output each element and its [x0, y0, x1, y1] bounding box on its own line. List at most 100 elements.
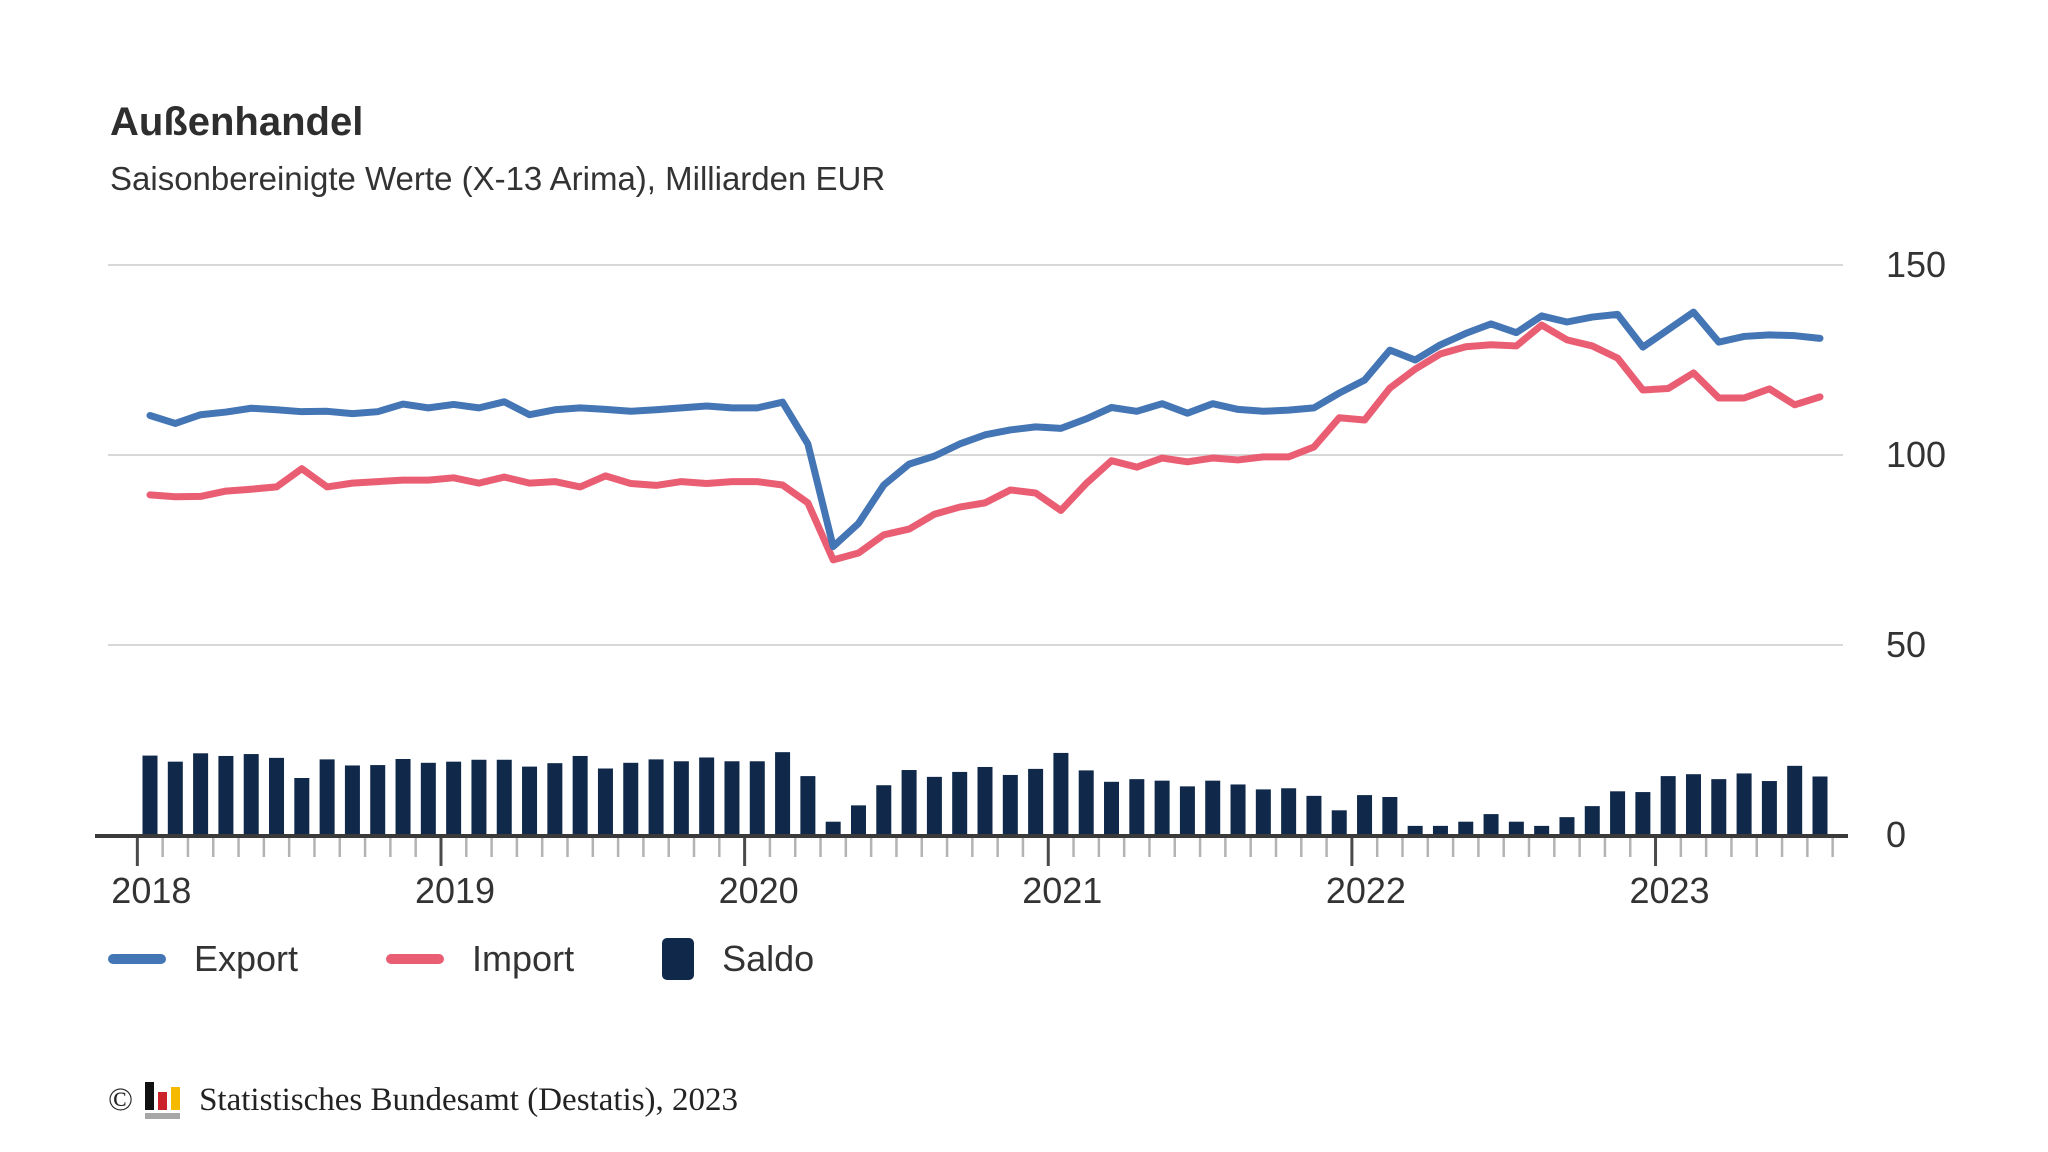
saldo-bar	[876, 785, 892, 835]
saldo-bar	[1685, 774, 1701, 835]
import-line	[146, 321, 1824, 564]
import-line-swatch-icon	[386, 954, 445, 964]
svg-text:2021: 2021	[1022, 870, 1102, 911]
saldo-bar	[1584, 806, 1600, 835]
gridlines	[108, 264, 1843, 646]
chart-subtitle: Saisonbereinigte Werte (X-13 Arima), Mil…	[110, 160, 886, 197]
saldo-bar	[673, 761, 689, 835]
svg-text:150: 150	[1886, 244, 1946, 285]
saldo-bar	[1205, 780, 1221, 835]
saldo-bar	[294, 778, 310, 835]
svg-text:2018: 2018	[111, 870, 191, 911]
saldo-bar	[1281, 788, 1297, 835]
legend-item-saldo: Saldo	[662, 938, 814, 980]
saldo-bar	[547, 763, 563, 835]
saldo-bar	[825, 821, 841, 835]
saldo-bar	[193, 753, 209, 835]
saldo-bars	[142, 752, 1828, 835]
saldo-bar	[1179, 786, 1195, 835]
saldo-bar	[1432, 825, 1448, 835]
saldo-bar	[1306, 795, 1322, 835]
chart-title: Außenhandel	[110, 100, 364, 144]
saldo-bar	[1078, 770, 1094, 835]
saldo-bar	[395, 759, 411, 835]
saldo-bar	[977, 766, 993, 835]
x-axis-labels: 2018 2019 2020 2021 2022 2023	[111, 870, 1709, 911]
export-line-swatch-icon	[108, 954, 166, 964]
legend-item-import: Import	[386, 938, 574, 980]
saldo-bar	[1736, 773, 1752, 835]
saldo-bar	[1610, 791, 1626, 835]
saldo-bar	[446, 761, 462, 835]
saldo-bar	[1053, 752, 1069, 835]
saldo-bar	[800, 776, 816, 835]
saldo-bar	[597, 768, 613, 835]
saldo-bar	[623, 762, 639, 835]
saldo-bar	[572, 755, 588, 835]
export-line	[146, 308, 1824, 551]
copyright-symbol: ©	[108, 1081, 134, 1118]
saldo-bar	[522, 766, 538, 835]
saldo-bar	[1660, 776, 1676, 835]
saldo-bar	[471, 759, 487, 835]
svg-text:2023: 2023	[1629, 870, 1709, 911]
saldo-bar	[1458, 821, 1474, 835]
saldo-bar	[648, 759, 664, 835]
saldo-bar	[1028, 768, 1044, 835]
saldo-bar	[926, 776, 942, 835]
saldo-bar	[218, 755, 234, 835]
saldo-bar	[1407, 825, 1423, 835]
x-axis-ticks	[135, 838, 1834, 866]
svg-text:2020: 2020	[719, 870, 799, 911]
saldo-bar	[1154, 780, 1170, 835]
saldo-bar	[167, 761, 183, 835]
source-attribution: © Statistisches Bundesamt (Destatis), 20…	[108, 1080, 738, 1120]
saldo-bar	[496, 759, 512, 835]
saldo-bar	[142, 755, 158, 835]
saldo-bar	[370, 765, 386, 835]
saldo-bar	[699, 757, 715, 835]
saldo-bar	[1483, 814, 1499, 835]
saldo-bar	[775, 752, 791, 835]
svg-text:2022: 2022	[1326, 870, 1406, 911]
svg-text:0: 0	[1886, 814, 1906, 855]
legend-label-saldo: Saldo	[722, 938, 815, 979]
destatis-logo-icon	[145, 1080, 185, 1120]
legend: Export Import Saldo	[108, 938, 902, 980]
saldo-bar	[724, 761, 740, 835]
saldo-bar	[1534, 825, 1550, 835]
saldo-bar	[850, 805, 866, 835]
svg-text:50: 50	[1886, 624, 1926, 665]
svg-text:100: 100	[1886, 434, 1946, 475]
saldo-bar	[420, 762, 436, 835]
svg-text:2019: 2019	[415, 870, 495, 911]
saldo-bar	[1761, 781, 1777, 835]
legend-item-export: Export	[108, 938, 298, 980]
saldo-bar	[319, 759, 335, 835]
y-axis-labels: 150 100 50 0	[1886, 244, 1946, 855]
saldo-bar	[1382, 797, 1398, 835]
saldo-bar	[1357, 795, 1373, 835]
saldo-bar	[344, 765, 360, 835]
legend-label-export: Export	[194, 938, 299, 979]
saldo-bar	[1255, 789, 1271, 835]
legend-label-import: Import	[472, 938, 575, 979]
saldo-bar	[1711, 779, 1727, 835]
source-text: Statistisches Bundesamt (Destatis), 2023	[199, 1081, 739, 1118]
saldo-bar	[1002, 774, 1018, 835]
saldo-bar	[952, 771, 968, 835]
saldo-bar	[1230, 784, 1246, 835]
saldo-bar	[749, 761, 765, 835]
saldo-bar	[1129, 779, 1145, 835]
saldo-bar	[1787, 765, 1803, 835]
saldo-bar-swatch-icon	[662, 938, 695, 980]
saldo-bar	[243, 754, 259, 835]
saldo-bar	[1508, 821, 1524, 835]
saldo-bar	[1559, 817, 1575, 835]
saldo-bar	[1812, 776, 1828, 835]
saldo-bar	[1635, 792, 1651, 835]
saldo-bar	[1104, 781, 1120, 835]
saldo-bar	[269, 757, 285, 835]
